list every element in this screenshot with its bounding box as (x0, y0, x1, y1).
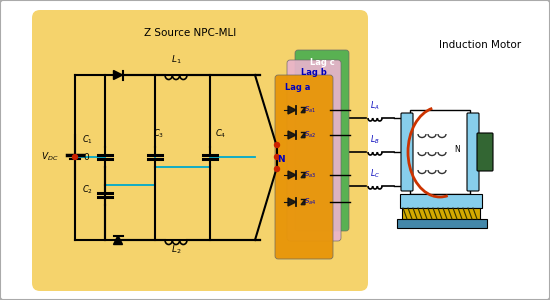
Bar (402, 208, 480, 219)
Text: $V_{DC}$: $V_{DC}$ (41, 151, 58, 163)
Text: N: N (454, 145, 460, 154)
Circle shape (274, 142, 279, 148)
Text: $L_1$: $L_1$ (170, 54, 182, 67)
Polygon shape (301, 199, 305, 205)
Text: $C_1$: $C_1$ (82, 134, 93, 146)
Text: Lag c: Lag c (310, 58, 334, 67)
Circle shape (274, 154, 279, 160)
FancyBboxPatch shape (410, 110, 470, 194)
FancyBboxPatch shape (477, 133, 493, 171)
Polygon shape (288, 171, 296, 179)
Bar (400, 194, 482, 208)
Polygon shape (113, 236, 123, 244)
Text: $S_{a1}$: $S_{a1}$ (304, 105, 316, 115)
Text: $S_{a2}$: $S_{a2}$ (304, 130, 316, 140)
Text: Induction Motor: Induction Motor (439, 40, 521, 50)
Polygon shape (301, 172, 305, 178)
FancyBboxPatch shape (401, 113, 413, 191)
Text: $L_A$: $L_A$ (370, 100, 380, 112)
Polygon shape (113, 70, 123, 80)
Polygon shape (301, 132, 305, 138)
FancyBboxPatch shape (295, 50, 349, 231)
Polygon shape (288, 106, 296, 114)
FancyBboxPatch shape (467, 113, 479, 191)
Text: $L_B$: $L_B$ (370, 134, 380, 146)
Circle shape (274, 167, 279, 172)
FancyBboxPatch shape (275, 75, 333, 259)
Polygon shape (288, 198, 296, 206)
FancyBboxPatch shape (32, 10, 368, 291)
Text: Lag b: Lag b (301, 68, 327, 77)
Text: $C_4$: $C_4$ (215, 128, 226, 140)
FancyBboxPatch shape (287, 60, 341, 241)
Text: Lag a: Lag a (285, 83, 310, 92)
Text: $C_3$: $C_3$ (153, 128, 164, 140)
Polygon shape (288, 131, 296, 139)
Text: $L_2$: $L_2$ (171, 243, 181, 256)
Circle shape (73, 154, 78, 160)
Text: $L_C$: $L_C$ (370, 168, 380, 181)
Polygon shape (301, 107, 305, 113)
Text: $S_{a4}$: $S_{a4}$ (304, 197, 316, 207)
Bar (397, 219, 487, 228)
Text: N: N (277, 154, 285, 164)
Text: $S_{a3}$: $S_{a3}$ (304, 170, 316, 180)
Text: $C_2$: $C_2$ (82, 183, 93, 196)
Text: 0: 0 (83, 152, 89, 161)
Text: Z Source NPC-MLI: Z Source NPC-MLI (144, 28, 236, 38)
